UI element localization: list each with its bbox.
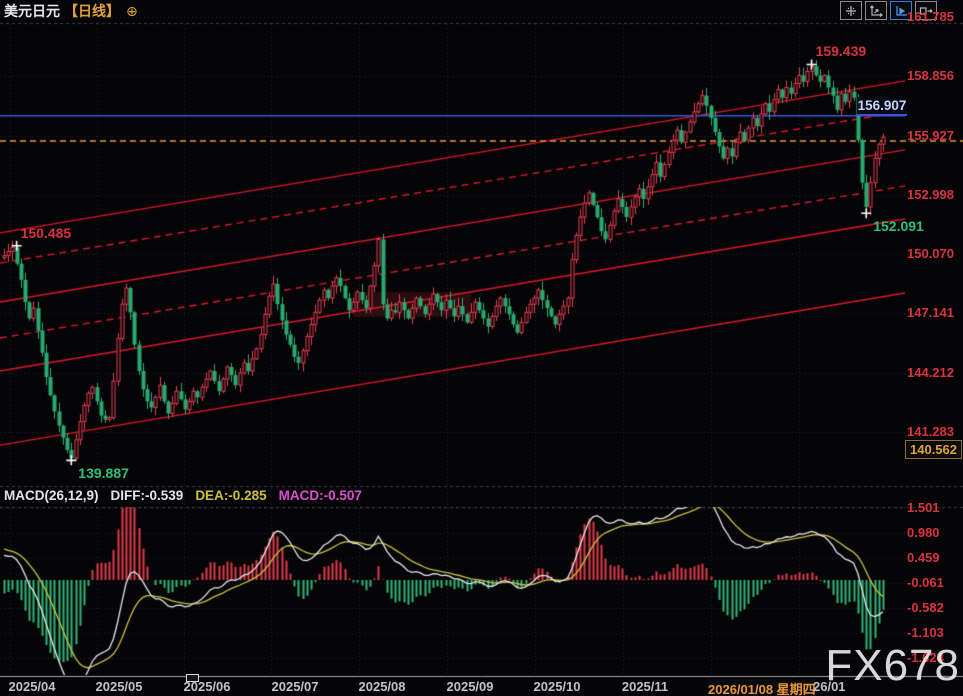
price-tick: 147.141: [907, 305, 961, 320]
month-label: 2025/07: [272, 679, 319, 694]
macd-tick: -0.582: [907, 600, 961, 615]
macd-tick: -1.103: [907, 625, 961, 640]
price-tick: 152.998: [907, 187, 961, 202]
boxed-price-tag: 140.562: [905, 440, 962, 459]
instrument-title: 美元日元: [4, 1, 60, 21]
price-tick: 150.070: [907, 246, 961, 261]
month-label: 2025/04: [9, 679, 56, 694]
blue-level-price-tag: 156.907: [857, 97, 907, 116]
crosshair-date-label: 2026/01/08 星期四: [706, 679, 818, 696]
watermark: FX678: [825, 641, 960, 691]
month-label: 2025/10: [534, 679, 581, 694]
axis-scale-icon[interactable]: [865, 1, 887, 20]
macd-diff-value: DIFF:-0.539: [111, 488, 184, 503]
price-annotation: 150.485: [21, 225, 72, 241]
price-annotation: 159.439: [816, 43, 867, 59]
macd-tick: 1.501: [907, 500, 961, 515]
macd-tick: 0.980: [907, 525, 961, 540]
macd-dea-value: DEA:-0.285: [195, 488, 266, 503]
macd-tick: 0.459: [907, 550, 961, 565]
pan-icon[interactable]: [840, 1, 862, 20]
month-label: 2025/08: [359, 679, 406, 694]
macd-tick: -0.061: [907, 575, 961, 590]
macd-header: MACD(26,12,9) DIFF:-0.539 DEA:-0.285 MAC…: [4, 488, 362, 503]
price-chart-canvas[interactable]: [0, 0, 963, 696]
price-tick: 144.212: [907, 365, 961, 380]
title-bar: 美元日元 【日线】 ⊕: [4, 2, 138, 20]
price-tick: 161.785: [907, 9, 961, 24]
month-label: 2025/11: [622, 679, 668, 694]
price-annotation: 139.887: [78, 465, 129, 481]
macd-params-label: MACD(26,12,9): [4, 488, 99, 503]
month-label: 2025/09: [447, 679, 494, 694]
month-label: 2025/05: [96, 679, 143, 694]
price-annotation: 152.091: [873, 218, 924, 234]
price-tick: 155.927: [907, 128, 961, 143]
add-indicator-icon[interactable]: ⊕: [126, 3, 138, 20]
timeframe-label: 【日线】: [64, 1, 120, 21]
scrollbar-handle[interactable]: [186, 674, 199, 682]
trading-chart-app: { "header": { "title": "美元日元", "timefram…: [0, 0, 963, 696]
price-tick: 141.283: [907, 424, 961, 439]
macd-hist-value: MACD:-0.507: [279, 488, 362, 503]
price-tick: 158.856: [907, 68, 961, 83]
